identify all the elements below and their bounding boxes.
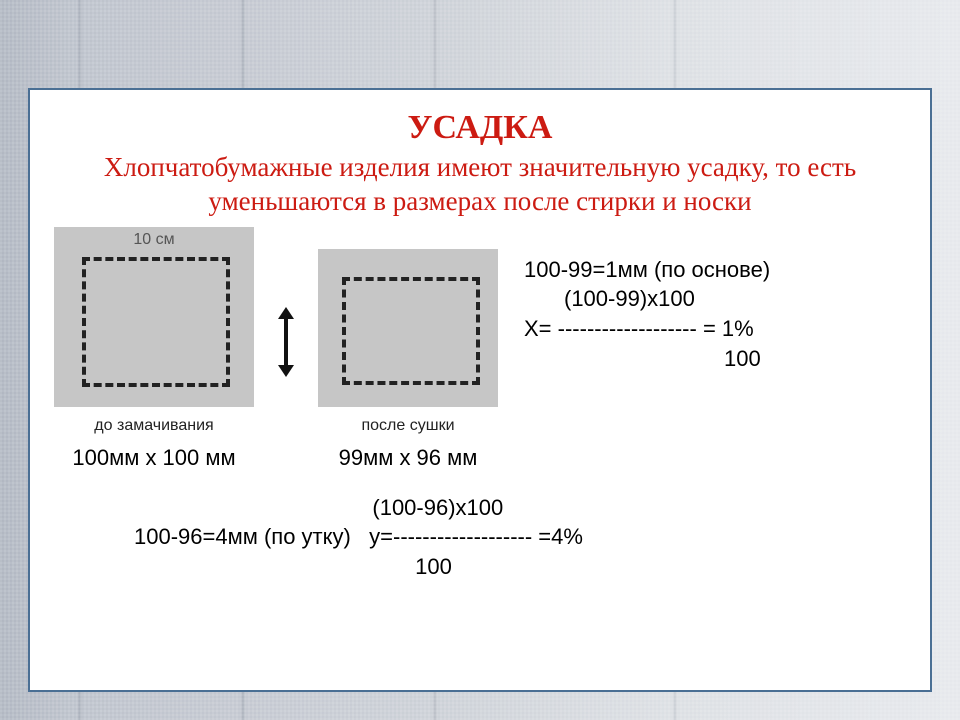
before-column: 10 см до замачивания 100мм х 100 мм xyxy=(54,227,254,471)
after-panel xyxy=(318,249,498,407)
after-dimensions: 99мм х 96 мм xyxy=(339,445,478,471)
slide-title: УСАДКА xyxy=(54,108,906,147)
before-dimensions: 100мм х 100 мм xyxy=(72,445,235,471)
calc-r-line3: Х= ------------------- = 1% xyxy=(524,314,906,344)
before-panel: 10 см xyxy=(54,227,254,407)
warp-calculation: 100-99=1мм (по основе) (100-99)х100 Х= -… xyxy=(524,255,906,374)
before-dashed-square xyxy=(82,257,230,387)
calc-r-line4: 100 xyxy=(524,344,906,374)
calc-r-line2: (100-99)х100 xyxy=(524,284,906,314)
calc-b-den: 100 xyxy=(134,552,906,582)
before-caption: до замачивания xyxy=(94,417,213,435)
calc-b-top: (100-96)х100 xyxy=(134,493,906,523)
after-caption: после сушки xyxy=(361,417,454,435)
calc-r-line1: 100-99=1мм (по основе) xyxy=(524,255,906,285)
after-column: после сушки 99мм х 96 мм xyxy=(318,227,498,471)
calc-b-mid: 100-96=4мм (по утку) у=-----------------… xyxy=(134,522,906,552)
after-dashed-square xyxy=(342,277,480,385)
weft-calculation: (100-96)х100 100-96=4мм (по утку) у=----… xyxy=(54,493,906,582)
before-top-label: 10 см xyxy=(54,231,254,249)
slide-subtitle: Хлопчатобумажные изделия имеют значитель… xyxy=(94,151,866,219)
double-arrow-icon xyxy=(274,307,298,377)
content-card: УСАДКА Хлопчатобумажные изделия имеют зн… xyxy=(28,88,932,692)
diagram-row: 10 см до замачивания 100мм х 100 мм посл… xyxy=(54,227,906,471)
